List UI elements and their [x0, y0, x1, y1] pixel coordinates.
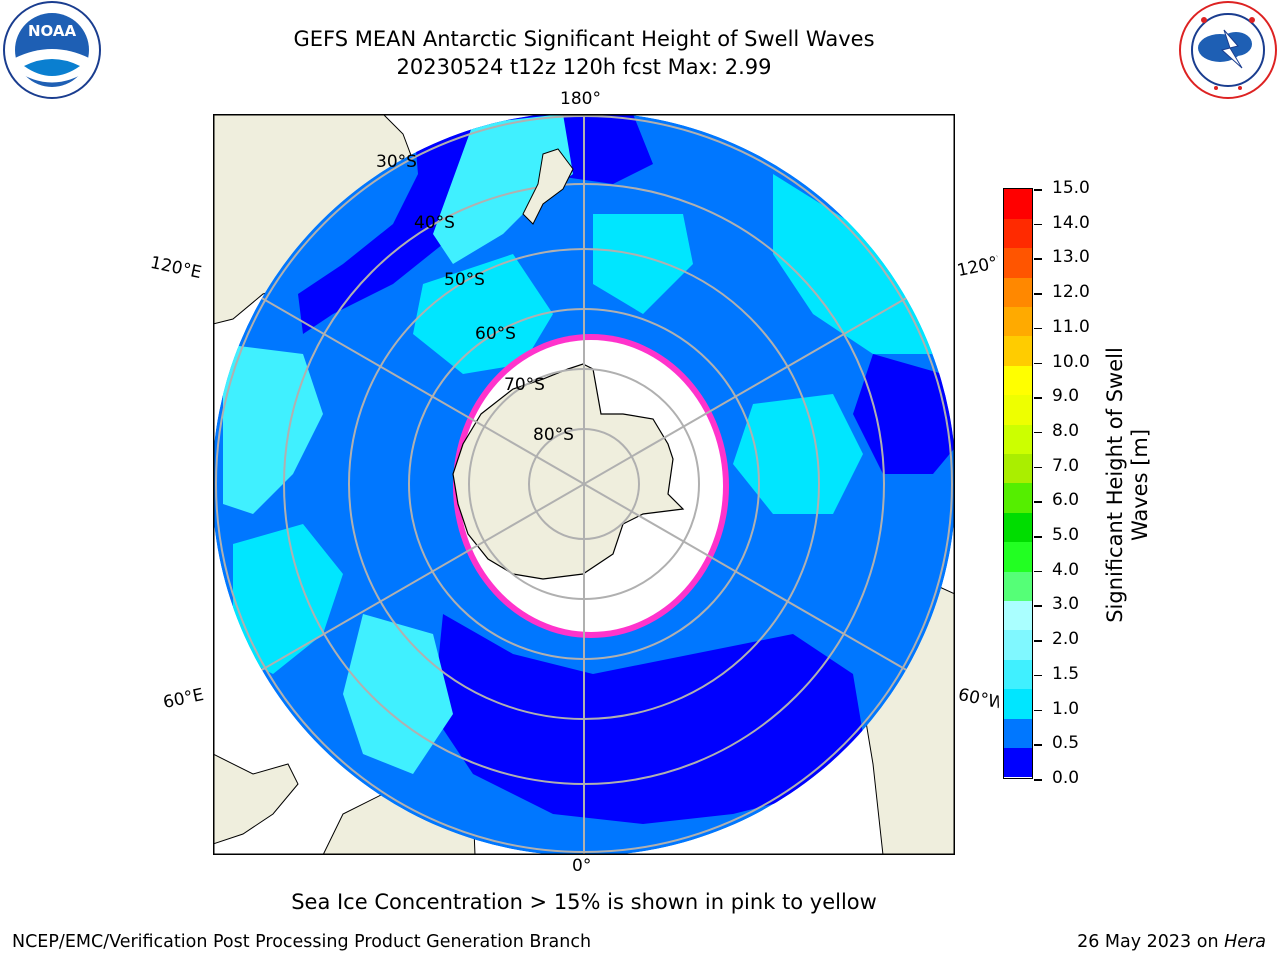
lat-label-80s: 80°S — [533, 425, 574, 445]
colorbar-segment — [1004, 718, 1032, 749]
africa-land — [213, 753, 299, 845]
colorbar-tick — [1034, 674, 1042, 677]
colorbar-tick — [1034, 293, 1042, 295]
colorbar-tick — [1034, 709, 1042, 712]
lon-label-upper-left: 120°E — [148, 252, 204, 284]
lon-label-upper-right: 120°W — [955, 252, 1001, 282]
colorbar-tick — [1034, 744, 1042, 746]
colorbar-segment — [1004, 453, 1032, 484]
date-prefix: 26 May 2023 on — [1077, 932, 1219, 952]
lon-label-lower-left: 60°E — [161, 684, 206, 714]
swell-high-region-7 — [733, 394, 863, 514]
colorbar-label-line2: Waves [m] — [1128, 428, 1152, 542]
colorbar-segment — [1004, 630, 1032, 660]
colorbar-segment — [1004, 659, 1032, 690]
colorbar-segment — [1004, 541, 1032, 572]
lon-label-lower-right: 60°W — [956, 684, 1002, 714]
colorbar-segment — [1004, 571, 1032, 602]
colorbar-label: Significant Height of Swell Waves [m] — [1103, 347, 1153, 623]
colorbar-tick-label: 9.0 — [1052, 386, 1080, 407]
swell-high-region-1 — [433, 114, 573, 264]
svg-text:NOAA: NOAA — [28, 22, 77, 40]
colorbar-tick — [1034, 779, 1042, 781]
colorbar-segment — [1004, 247, 1032, 278]
colorbar-tick-label: 13.0 — [1052, 247, 1090, 268]
colorbar-tick-label: 2.0 — [1052, 629, 1080, 650]
colorbar-tick-label: 0.0 — [1052, 768, 1080, 788]
nws-logo — [1179, 1, 1277, 99]
colorbar-tick-label: 12.0 — [1052, 282, 1090, 303]
swell-high-region-6 — [343, 614, 453, 774]
colorbar-tick-label: 5.0 — [1052, 525, 1080, 546]
colorbar-segment — [1004, 424, 1032, 455]
date-text: 26 May 2023 on Hera — [1077, 932, 1266, 952]
colorbar-segment — [1004, 336, 1032, 366]
colorbar-tick-label: 14.0 — [1052, 212, 1090, 233]
colorbar-tick-label: 15.0 — [1052, 178, 1090, 198]
lat-label-40s: 40°S — [414, 213, 455, 233]
sea-ice-footnote: Sea Ice Concentration > 15% is shown in … — [291, 890, 877, 914]
colorbar-segment — [1004, 747, 1032, 778]
colorbar-tick — [1034, 501, 1042, 503]
colorbar-segment — [1004, 600, 1032, 631]
colorbar-tick — [1034, 605, 1042, 607]
colorbar-tick-label: 3.0 — [1052, 594, 1080, 615]
noaa-logo: NOAA — [3, 1, 101, 99]
colorbar-tick — [1034, 397, 1042, 399]
colorbar-tick-label: 8.0 — [1052, 420, 1080, 441]
lon-label-bottom: 0° — [572, 856, 592, 876]
new-zealand-land — [522, 148, 574, 225]
lon-label-top: 180° — [560, 89, 601, 109]
colorbar-tick — [1034, 189, 1042, 191]
colorbar-tick — [1034, 431, 1042, 434]
map-title: GEFS MEAN Antarctic Significant Height o… — [293, 27, 875, 51]
colorbar-segment — [1004, 277, 1032, 308]
credit-text: NCEP/EMC/Verification Post Processing Pr… — [12, 932, 592, 952]
colorbar-segment — [1004, 189, 1032, 219]
colorbar-tick-label: 0.5 — [1052, 733, 1080, 754]
polar-map — [213, 114, 955, 855]
colorbar-segment — [1004, 483, 1032, 513]
colorbar-tick-label: 1.0 — [1052, 698, 1080, 719]
colorbar-tick-label: 4.0 — [1052, 559, 1080, 580]
colorbar-label-line1: Significant Height of Swell — [1103, 347, 1127, 623]
colorbar-segment — [1004, 218, 1032, 249]
colorbar-tick — [1034, 327, 1042, 330]
lat-label-50s: 50°S — [444, 270, 485, 290]
colorbar-tick — [1034, 362, 1042, 365]
colorbar-tick — [1034, 640, 1042, 642]
lat-label-70s: 70°S — [504, 375, 545, 395]
date-machine: Hera — [1224, 932, 1266, 952]
colorbar-tick-label: 1.5 — [1052, 663, 1080, 684]
swell-high-region-2 — [593, 214, 693, 314]
colorbar-segment — [1004, 512, 1032, 543]
colorbar-tick-label: 11.0 — [1052, 316, 1090, 337]
colorbar-tick-label: 6.0 — [1052, 490, 1080, 511]
swell-high-region-3 — [773, 174, 933, 354]
colorbar-segment — [1004, 365, 1032, 396]
colorbar-segment — [1004, 306, 1032, 337]
colorbar-tick — [1034, 223, 1042, 226]
colorbar-segment — [1004, 394, 1032, 425]
colorbar-tick-label: 7.0 — [1052, 455, 1080, 476]
colorbar-tick-label: 10.0 — [1052, 351, 1090, 372]
swell-low-region-south — [433, 614, 863, 824]
colorbar-segment — [1004, 688, 1032, 719]
swell-high-region-5 — [233, 524, 343, 674]
map-subtitle: 20230524 t12z 120h fcst Max: 2.99 — [396, 55, 772, 79]
swell-high-region-4 — [223, 344, 323, 514]
lat-label-60s: 60°S — [475, 324, 516, 344]
swell-high-region-8 — [413, 254, 553, 374]
swell-low-region-east — [853, 354, 955, 474]
colorbar-tick — [1034, 570, 1042, 573]
colorbar-tick — [1034, 536, 1042, 538]
colorbar-tick — [1034, 466, 1042, 469]
lat-label-30s: 30°S — [376, 152, 417, 172]
colorbar-tick — [1034, 258, 1042, 260]
colorbar — [1003, 188, 1033, 779]
